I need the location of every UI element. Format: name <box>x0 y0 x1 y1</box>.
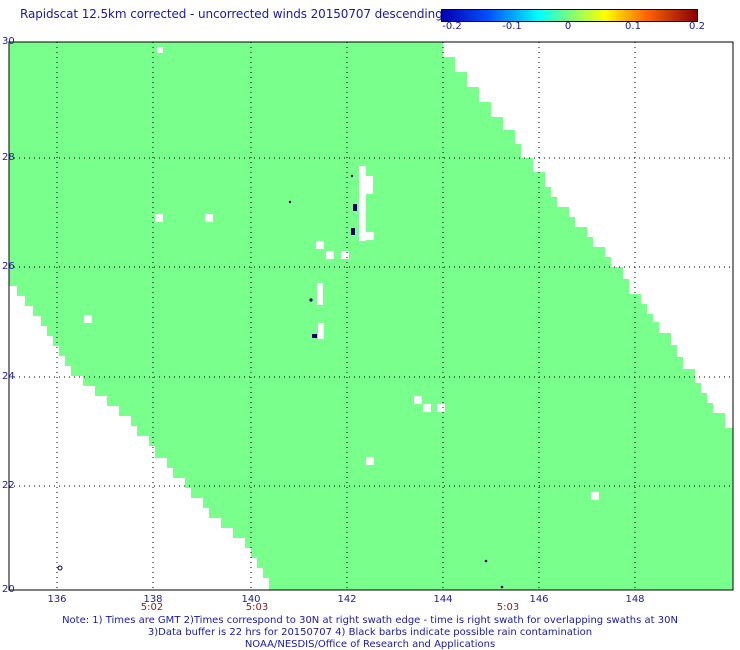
footnote-line-2: 3)Data buffer is 22 hrs for 20150707 4) … <box>147 627 593 638</box>
lat-lon-grid <box>9 42 733 590</box>
lon-label: 142 <box>337 594 357 605</box>
lon-label: 136 <box>47 594 67 605</box>
colorbar-tick: -0.1 <box>502 21 522 32</box>
lat-label: 22 <box>2 480 15 491</box>
lon-label: 146 <box>529 594 549 605</box>
plot-frame <box>8 41 734 591</box>
swath-coverage <box>9 42 733 590</box>
lat-label: 24 <box>2 371 15 382</box>
missing-cells <box>84 47 599 500</box>
lat-label: 30 <box>2 36 15 47</box>
lon-label: 140 <box>241 594 261 605</box>
marker-ring <box>57 565 63 571</box>
footnote-line-1: Note: 1) Times are GMT 2)Times correspon… <box>62 615 678 626</box>
time-label: 5:03 <box>245 602 269 613</box>
colorbar-tick: 0 <box>564 21 572 32</box>
chart-title: Rapidscat 12.5km corrected - uncorrected… <box>20 7 443 21</box>
time-label: 5:02 <box>140 602 164 613</box>
footnote-credit: NOAA/NESDIS/Office of Research and Appli… <box>244 639 496 650</box>
lat-label: 26 <box>2 261 15 272</box>
colorbar-tick: -0.2 <box>442 21 462 32</box>
colorbar <box>441 9 698 22</box>
lat-label: 28 <box>2 152 15 163</box>
time-label: 5:03 <box>496 602 520 613</box>
lat-label: 20 <box>2 584 15 595</box>
rain-markers <box>288 174 504 589</box>
colorbar-tick: 0.1 <box>625 21 641 32</box>
colorbar-tick: 0.2 <box>689 21 705 32</box>
lon-label: 148 <box>625 594 645 605</box>
lon-label: 138 <box>143 594 163 605</box>
lon-label: 144 <box>433 594 453 605</box>
